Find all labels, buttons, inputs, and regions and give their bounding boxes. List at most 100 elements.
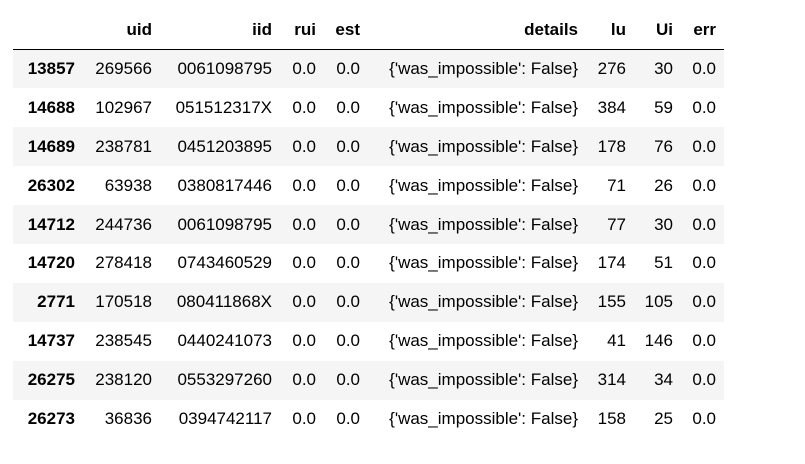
cell-est: 0.0	[336, 331, 360, 351]
cell-details: {'was_impossible': False}	[389, 408, 578, 428]
cell-ui: 30	[654, 214, 673, 234]
cell-uid: 238120	[95, 370, 152, 390]
row-index: 14712	[27, 214, 75, 234]
cell-err: 0.0	[692, 214, 716, 234]
cell-est: 0.0	[336, 136, 360, 156]
cell-iid: 0061098795	[177, 59, 272, 79]
cell-rui: 0.0	[292, 214, 316, 234]
cell-iid: 0061098795	[177, 214, 272, 234]
cell-uid: 36836	[104, 408, 152, 428]
column-header-est: est	[324, 10, 368, 50]
cell-lu: 77	[607, 214, 626, 234]
cell-err: 0.0	[692, 175, 716, 195]
cell-err: 0.0	[692, 97, 716, 117]
cell-rui: 0.0	[292, 331, 316, 351]
cell-err: 0.0	[692, 408, 716, 428]
cell-details: {'was_impossible': False}	[389, 292, 578, 312]
cell-iid: 0743460529	[177, 253, 272, 273]
cell-lu: 158	[597, 408, 626, 428]
cell-est: 0.0	[336, 370, 360, 390]
cell-lu: 174	[597, 253, 626, 273]
cell-ui: 105	[644, 292, 673, 312]
cell-lu: 276	[597, 59, 626, 79]
table-row: 14689 238781 0451203895 0.0 0.0 {'was_im…	[13, 127, 724, 167]
cell-rui: 0.0	[292, 97, 316, 117]
cell-details: {'was_impossible': False}	[389, 370, 578, 390]
cell-details: {'was_impossible': False}	[389, 214, 578, 234]
cell-rui: 0.0	[292, 292, 316, 312]
table-row: 14712 244736 0061098795 0.0 0.0 {'was_im…	[13, 205, 724, 244]
row-index: 26302	[27, 175, 75, 195]
cell-details: {'was_impossible': False}	[389, 59, 578, 79]
cell-lu: 314	[597, 370, 626, 390]
column-header-ui: Ui	[634, 10, 681, 50]
table-header: uid iid rui est details lu Ui err	[13, 10, 724, 50]
cell-rui: 0.0	[292, 136, 316, 156]
table-row: 26302 63938 0380817446 0.0 0.0 {'was_imp…	[13, 166, 724, 205]
cell-rui: 0.0	[292, 175, 316, 195]
column-header-err: err	[681, 10, 724, 50]
column-header-lu: lu	[586, 10, 634, 50]
table-row: 14737 238545 0440241073 0.0 0.0 {'was_im…	[13, 322, 724, 361]
cell-err: 0.0	[692, 136, 716, 156]
cell-ui: 30	[654, 59, 673, 79]
cell-uid: 244736	[95, 214, 152, 234]
cell-details: {'was_impossible': False}	[389, 97, 578, 117]
index-header	[13, 10, 83, 50]
dataframe-output: uid iid rui est details lu Ui err 13857 …	[13, 10, 724, 438]
cell-est: 0.0	[336, 59, 360, 79]
column-header-iid: iid	[160, 10, 280, 50]
cell-rui: 0.0	[292, 408, 316, 428]
cell-ui: 76	[654, 136, 673, 156]
cell-est: 0.0	[336, 408, 360, 428]
cell-est: 0.0	[336, 214, 360, 234]
cell-iid: 051512317X	[175, 97, 272, 117]
cell-details: {'was_impossible': False}	[389, 331, 578, 351]
cell-uid: 63938	[104, 175, 152, 195]
cell-err: 0.0	[692, 253, 716, 273]
column-header-details: details	[368, 10, 586, 50]
row-index: 14720	[27, 253, 75, 273]
row-index: 26275	[27, 370, 75, 390]
row-index: 14737	[27, 331, 75, 351]
cell-rui: 0.0	[292, 370, 316, 390]
row-index: 14689	[27, 136, 75, 156]
table-row: 2771 170518 080411868X 0.0 0.0 {'was_imp…	[13, 282, 724, 322]
cell-lu: 178	[597, 136, 626, 156]
table-row: 13857 269566 0061098795 0.0 0.0 {'was_im…	[13, 49, 724, 89]
table-row: 14688 102967 051512317X 0.0 0.0 {'was_im…	[13, 88, 724, 127]
cell-lu: 384	[597, 97, 626, 117]
cell-lu: 41	[607, 331, 626, 351]
cell-lu: 71	[607, 175, 626, 195]
cell-details: {'was_impossible': False}	[389, 253, 578, 273]
cell-err: 0.0	[692, 59, 716, 79]
table-row: 14720 278418 0743460529 0.0 0.0 {'was_im…	[13, 244, 724, 283]
cell-err: 0.0	[692, 292, 716, 312]
cell-details: {'was_impossible': False}	[389, 136, 578, 156]
cell-est: 0.0	[336, 175, 360, 195]
cell-uid: 238781	[95, 136, 152, 156]
cell-ui: 26	[654, 175, 673, 195]
cell-ui: 146	[644, 331, 673, 351]
cell-ui: 25	[654, 408, 673, 428]
cell-details: {'was_impossible': False}	[389, 175, 578, 195]
cell-uid: 170518	[95, 292, 152, 312]
table-body: 13857 269566 0061098795 0.0 0.0 {'was_im…	[13, 49, 724, 439]
row-index: 13857	[27, 59, 75, 79]
cell-ui: 51	[654, 253, 673, 273]
column-header-uid: uid	[83, 10, 160, 50]
cell-uid: 238545	[95, 331, 152, 351]
row-index: 2771	[37, 292, 75, 312]
table-row: 26275 238120 0553297260 0.0 0.0 {'was_im…	[13, 360, 724, 400]
results-table: uid iid rui est details lu Ui err 13857 …	[13, 10, 724, 438]
cell-est: 0.0	[336, 253, 360, 273]
cell-lu: 155	[597, 292, 626, 312]
table-row: 26273 36836 0394742117 0.0 0.0 {'was_imp…	[13, 400, 724, 439]
cell-iid: 0440241073	[177, 331, 272, 351]
cell-iid: 0553297260	[177, 370, 272, 390]
row-index: 26273	[27, 408, 75, 428]
cell-rui: 0.0	[292, 59, 316, 79]
cell-iid: 0380817446	[177, 175, 272, 195]
column-header-rui: rui	[280, 10, 324, 50]
cell-iid: 080411868X	[176, 292, 272, 312]
